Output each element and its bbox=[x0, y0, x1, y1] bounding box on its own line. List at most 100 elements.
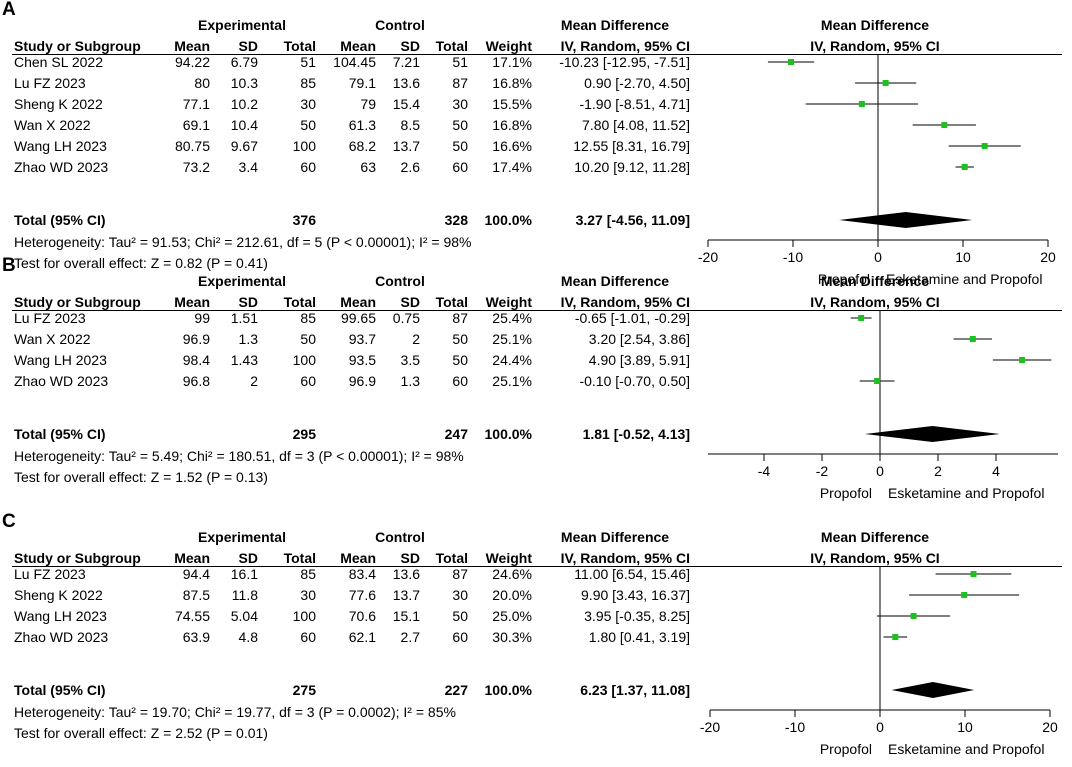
effect-point bbox=[858, 101, 865, 107]
ctrl-total: 30 bbox=[452, 587, 468, 603]
ctrl-mean: 68.2 bbox=[348, 138, 376, 154]
panel-a: A Experimental Control Mean Difference Mean … bbox=[0, 0, 1072, 287]
study-name: Wang LH 2023 bbox=[14, 352, 107, 368]
exp-total: 100 bbox=[292, 138, 316, 154]
exp-sd: 9.67 bbox=[230, 138, 258, 154]
exp-sd: 1.43 bbox=[230, 352, 258, 368]
mean-difference-ci: -0.65 [-1.01, -0.29] bbox=[574, 310, 690, 326]
weight: 24.6% bbox=[492, 566, 532, 582]
effect-point bbox=[858, 315, 865, 321]
ctrl-total: 87 bbox=[452, 566, 468, 582]
exp-mean: 94.22 bbox=[174, 54, 210, 70]
ctrl-sd: 8.5 bbox=[400, 117, 420, 133]
exp-sd: 1.3 bbox=[238, 331, 258, 347]
col-header-exp-total: Total bbox=[283, 550, 316, 566]
col-header-exp-mean: Mean bbox=[174, 550, 210, 566]
col-header-exp-sd: SD bbox=[238, 38, 258, 54]
exp-total: 85 bbox=[300, 566, 316, 582]
col-header-exp-sd: SD bbox=[238, 294, 258, 310]
ctrl-sd: 13.7 bbox=[392, 138, 420, 154]
col-header-ctrl-mean: Mean bbox=[340, 550, 376, 566]
ctrl-mean: 70.6 bbox=[348, 608, 376, 624]
ctrl-sd: 1.3 bbox=[400, 373, 420, 389]
favours-left-label: Propofol bbox=[818, 271, 870, 287]
total-label: Total (95% CI) bbox=[14, 426, 106, 442]
heterogeneity-text: Heterogeneity: Tau² = 5.49; Chi² = 180.5… bbox=[14, 448, 464, 464]
exp-total: 60 bbox=[300, 373, 316, 389]
mean-difference-ci: 3.95 [-0.35, 8.25] bbox=[584, 608, 690, 624]
ctrl-total: 50 bbox=[452, 331, 468, 347]
exp-total: 30 bbox=[300, 96, 316, 112]
col-header-ctrl-total: Total bbox=[435, 38, 468, 54]
ctrl-sd: 13.6 bbox=[392, 75, 420, 91]
exp-sd: 11.8 bbox=[231, 587, 258, 603]
effect-point bbox=[969, 336, 976, 342]
ctrl-mean: 77.6 bbox=[348, 587, 376, 603]
col-header-study: Study or Subgroup bbox=[14, 550, 141, 566]
study-name: Lu FZ 2023 bbox=[14, 310, 86, 326]
col-header-weight: Weight bbox=[485, 38, 532, 54]
col-header-weight: Weight bbox=[485, 550, 532, 566]
panel-label: B bbox=[2, 255, 16, 276]
col-header-ctrl-sd: SD bbox=[400, 38, 420, 54]
ctrl-sd: 13.6 bbox=[392, 566, 420, 582]
study-name: Wang LH 2023 bbox=[14, 138, 107, 154]
total-ctrl-n: 328 bbox=[444, 212, 468, 228]
study-name: Lu FZ 2023 bbox=[14, 75, 86, 91]
ctrl-sd: 2 bbox=[412, 331, 420, 347]
weight: 16.8% bbox=[492, 117, 532, 133]
overall-effect-text: Test for overall effect: Z = 1.52 (P = 0… bbox=[14, 469, 268, 485]
total-ctrl-n: 227 bbox=[444, 682, 468, 698]
ctrl-sd: 15.1 bbox=[392, 608, 420, 624]
ctrl-mean: 63 bbox=[360, 159, 376, 175]
panel-c: C Experimental Control Mean Difference Mean … bbox=[0, 512, 1072, 767]
x-tick-label: -2 bbox=[816, 463, 829, 479]
exp-mean: 77.1 bbox=[182, 96, 210, 112]
ctrl-sd: 2.7 bbox=[400, 629, 420, 645]
favours-right-label: Esketamine and Propofol bbox=[888, 741, 1044, 757]
total-weight: 100.0% bbox=[484, 426, 532, 442]
ctrl-mean: 61.3 bbox=[348, 117, 376, 133]
study-name: Wan X 2022 bbox=[14, 117, 91, 133]
weight: 30.3% bbox=[492, 629, 532, 645]
x-tick-label: 2 bbox=[934, 463, 942, 479]
exp-mean: 94.4 bbox=[182, 566, 210, 582]
header-forest-method: IV, Random, 95% CI bbox=[810, 294, 940, 310]
exp-mean: 98.4 bbox=[182, 352, 210, 368]
weight: 25.0% bbox=[492, 608, 532, 624]
favours-left-label: Propofol bbox=[820, 485, 872, 501]
ctrl-sd: 0.75 bbox=[392, 310, 420, 326]
weight: 25.4% bbox=[492, 310, 532, 326]
exp-mean: 96.8 bbox=[182, 373, 210, 389]
study-name: Wan X 2022 bbox=[14, 331, 91, 347]
effect-point bbox=[970, 571, 977, 577]
col-header-exp-mean: Mean bbox=[174, 38, 210, 54]
total-exp-n: 376 bbox=[292, 212, 316, 228]
panel-b: B Experimental Control Mean Difference Mean … bbox=[0, 256, 1072, 511]
weight: 25.1% bbox=[492, 331, 532, 347]
weight: 25.1% bbox=[492, 373, 532, 389]
x-tick-label: 0 bbox=[874, 249, 882, 265]
x-tick-label: 4 bbox=[992, 463, 1000, 479]
x-tick-label: -20 bbox=[700, 719, 720, 735]
mean-difference-ci: -0.10 [-0.70, 0.50] bbox=[579, 373, 690, 389]
total-exp-n: 295 bbox=[292, 426, 316, 442]
exp-sd: 10.3 bbox=[230, 75, 258, 91]
panel-label: A bbox=[2, 0, 16, 20]
ctrl-mean: 83.4 bbox=[348, 566, 376, 582]
header-control: Control bbox=[375, 273, 425, 289]
x-tick-label: 10 bbox=[955, 249, 971, 265]
header-mean-difference: Mean Difference bbox=[560, 529, 670, 545]
ctrl-mean: 93.5 bbox=[348, 352, 376, 368]
ctrl-total: 30 bbox=[452, 96, 468, 112]
study-name: Wang LH 2023 bbox=[14, 608, 107, 624]
exp-total: 60 bbox=[300, 159, 316, 175]
mean-difference-ci: 0.90 [-2.70, 4.50] bbox=[584, 75, 690, 91]
header-forest-method: IV, Random, 95% CI bbox=[810, 550, 940, 566]
total-weight: 100.0% bbox=[484, 682, 532, 698]
weight: 15.5% bbox=[492, 96, 532, 112]
exp-total: 60 bbox=[300, 629, 316, 645]
exp-sd: 4.8 bbox=[238, 629, 258, 645]
ctrl-sd: 2.6 bbox=[400, 159, 420, 175]
header-forest-mean-difference: Mean Difference bbox=[820, 17, 930, 33]
